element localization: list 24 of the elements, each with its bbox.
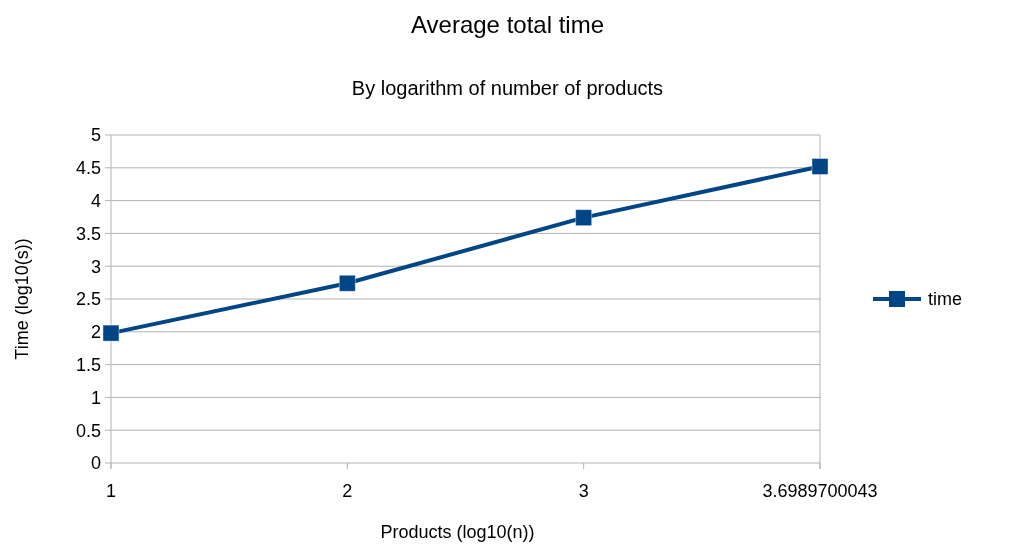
- x-tick-label: 2: [342, 481, 353, 501]
- point: [102, 324, 120, 342]
- point: [338, 274, 356, 292]
- y-axis-title: Time (log10(s)): [12, 238, 32, 360]
- y-tick-label: 3.5: [75, 223, 101, 244]
- chart-subtitle: By logarithm of number of products: [351, 77, 664, 99]
- y-tick-label: 3: [90, 256, 101, 277]
- y-tick-label: 1: [90, 387, 101, 408]
- x-axis-title: Products (log10(n)): [380, 522, 535, 542]
- chart-title: Average total time: [411, 11, 604, 38]
- point: [811, 157, 829, 175]
- x-tick-label: 1: [105, 481, 117, 501]
- legend-label: time: [928, 289, 963, 310]
- y-tick-label: 1.5: [75, 354, 101, 375]
- point: [575, 209, 593, 227]
- y-tick-label: 2: [90, 322, 101, 343]
- x-tick-label: 3.6989700043: [762, 481, 878, 501]
- y-tick-label: 0.5: [75, 420, 101, 441]
- y-tick-label: 0: [90, 453, 101, 474]
- y-tick-label: 2.5: [75, 289, 101, 310]
- x-tick-label: 3: [578, 481, 589, 501]
- y-tick-label: 4: [90, 190, 101, 211]
- y-tick-label: 4.5: [75, 158, 101, 179]
- y-tick-label: 5: [90, 125, 101, 146]
